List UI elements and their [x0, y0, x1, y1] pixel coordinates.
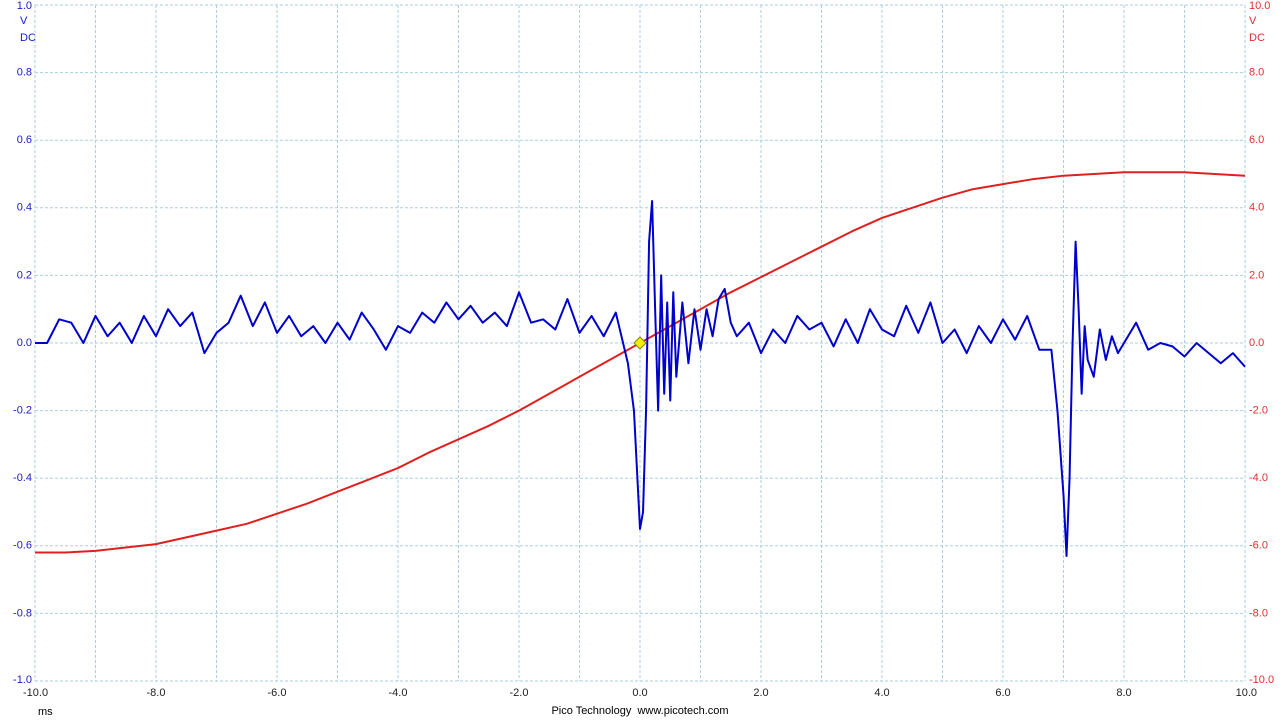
x-tick-label: -2.0	[510, 687, 529, 699]
y2-tick-label: 6.0	[1249, 134, 1264, 146]
y2-unit: V	[1249, 15, 1257, 27]
y-unit: V	[20, 15, 28, 27]
y-tick-label: 0.8	[17, 67, 32, 79]
trigger-marker	[633, 336, 647, 350]
y-tick-label: 1.0	[17, 0, 32, 12]
x-tick-label: 10.0	[1236, 687, 1257, 699]
y2-tick-label: 4.0	[1249, 202, 1264, 214]
x-tick-label: 2.0	[753, 687, 768, 699]
y-tick-label: -0.4	[13, 472, 32, 484]
y2-tick-label: 0.0	[1249, 337, 1264, 349]
y2-tick-label: -4.0	[1249, 472, 1268, 484]
y-tick-label: -0.2	[13, 405, 32, 417]
y-tick-label: -0.8	[13, 607, 32, 619]
y-tick-label: 0.4	[17, 202, 32, 214]
y2-coupling: DC	[1249, 32, 1265, 44]
y-tick-label: 0.2	[17, 269, 32, 281]
x-tick-label: -8.0	[147, 687, 166, 699]
x-tick-label: 8.0	[1116, 687, 1131, 699]
y2-tick-label: -2.0	[1249, 405, 1268, 417]
y-tick-label: 0.6	[17, 134, 32, 146]
y-tick-label: 0.0	[17, 337, 32, 349]
trace	[35, 200, 1246, 557]
y-coupling: DC	[20, 32, 36, 44]
y2-tick-label: -8.0	[1249, 607, 1268, 619]
x-tick-label: -10.0	[23, 687, 48, 699]
x-unit: ms	[38, 706, 53, 718]
y2-tick-label: -10.0	[1249, 674, 1274, 686]
x-tick-label: 0.0	[632, 687, 647, 699]
y2-tick-label: -6.0	[1249, 540, 1268, 552]
x-tick-label: -4.0	[389, 687, 408, 699]
x-tick-label: 6.0	[995, 687, 1010, 699]
x-tick-label: 4.0	[874, 687, 889, 699]
y2-tick-label: 10.0	[1249, 0, 1270, 12]
footer: Pico Technology www.picotech.com	[551, 705, 728, 717]
y2-tick-label: 2.0	[1249, 269, 1264, 281]
y-tick-label: -1.0	[13, 674, 32, 686]
x-tick-label: -6.0	[268, 687, 287, 699]
y2-tick-label: 8.0	[1249, 67, 1264, 79]
y-tick-label: -0.6	[13, 540, 32, 552]
